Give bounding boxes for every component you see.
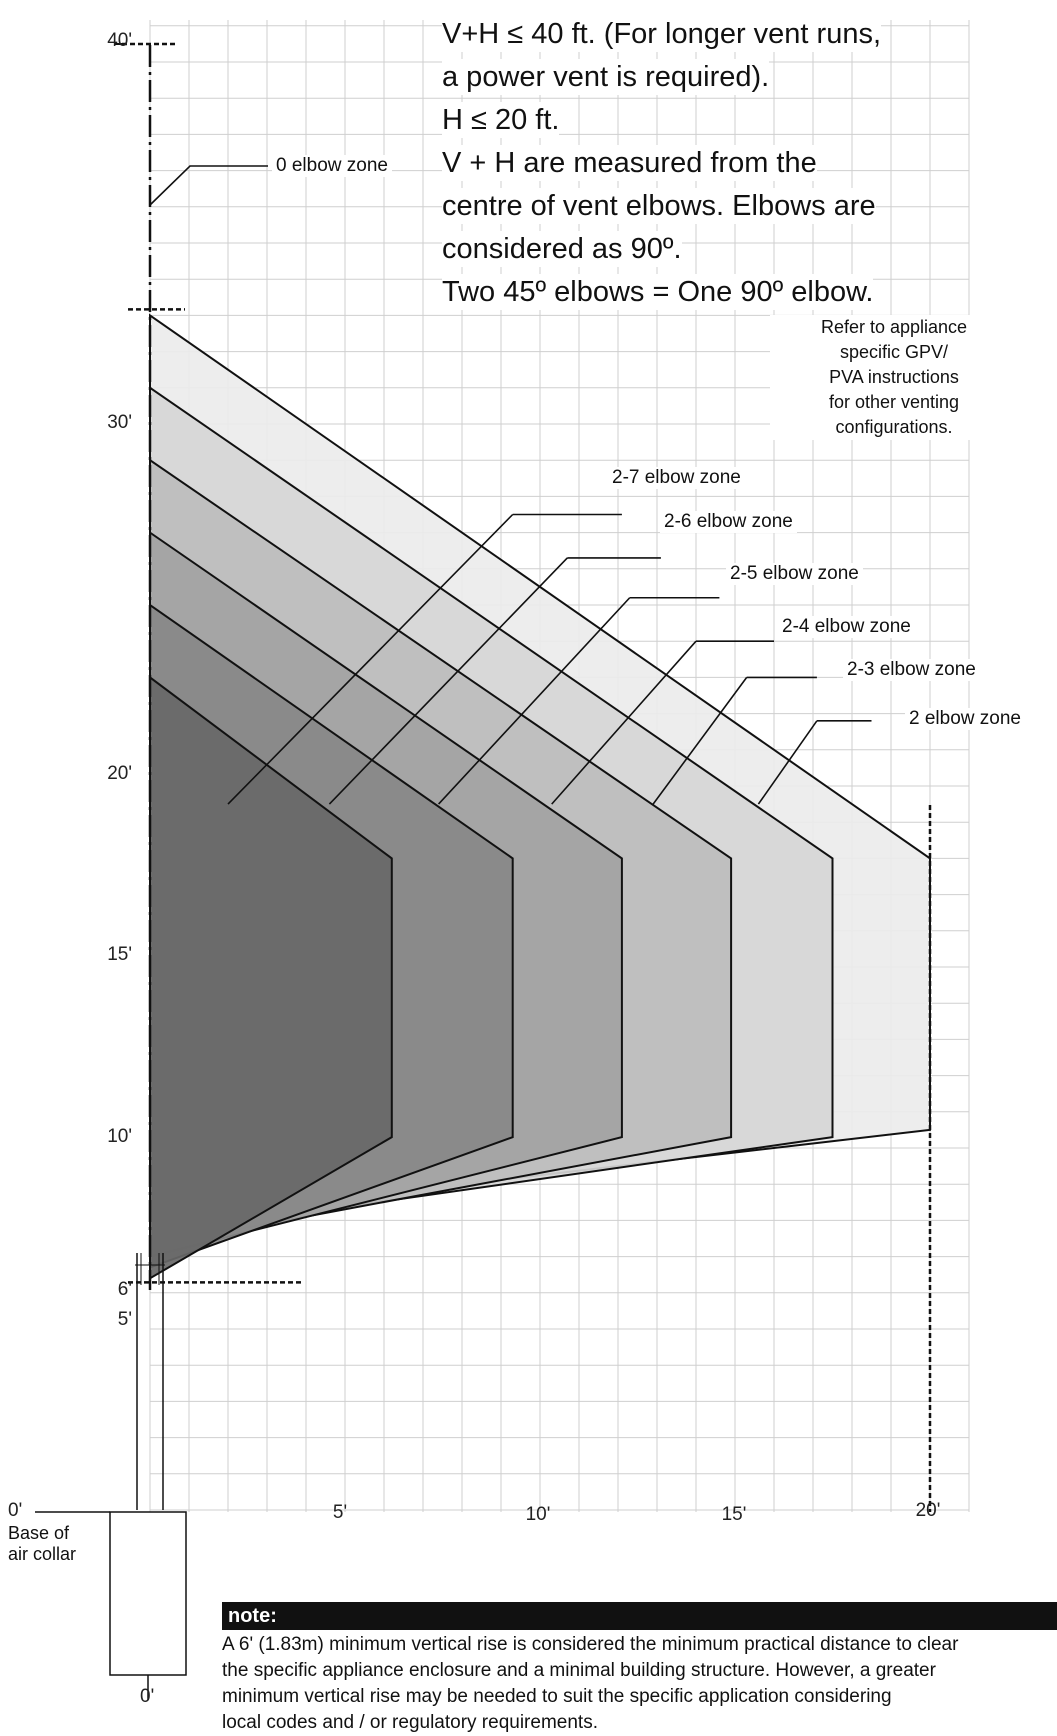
zone-hatch-lines — [227, 513, 872, 805]
y-tick-10: 10' — [107, 1126, 132, 1147]
note-line-2: the specific appliance enclosure and a m… — [222, 1660, 936, 1681]
x-tick-15: 15' — [721, 1504, 747, 1525]
vent-structure — [35, 42, 932, 1700]
note-box: note: A 6' (1.83m) minimum vertical rise… — [222, 1602, 1057, 1736]
elbow-zones — [149, 313, 931, 1281]
refer-note: Refer to appliance specific GPV/ PVA ins… — [770, 315, 1018, 440]
rule-line-6: considered as 90º. — [442, 231, 682, 267]
zone-leader-diagonal — [227, 513, 514, 805]
note-line-1: A 6' (1.83m) minimum vertical rise is co… — [222, 1634, 959, 1655]
zone-leader-diagonal — [652, 676, 748, 805]
zone-leader-diagonal — [438, 597, 631, 805]
note-line-3: minimum vertical rise may be needed to s… — [222, 1686, 892, 1707]
zone-leader-diagonal — [551, 640, 697, 805]
note-body: A 6' (1.83m) minimum vertical rise is co… — [222, 1630, 1057, 1736]
zero-elbow-zone-label: 0 elbow zone — [272, 155, 392, 177]
rule-line-7: Two 45º elbows = One 90º elbow. — [442, 274, 874, 310]
zone-leader-diagonal — [757, 720, 818, 805]
y-tick-40: 40' — [107, 30, 132, 51]
zone-2-4-label: 2-4 elbow zone — [778, 616, 915, 638]
base-label: Base of air collar — [8, 1523, 77, 1564]
zone-2-6-label: 2-6 elbow zone — [660, 511, 797, 533]
leader-lines — [115, 43, 268, 206]
rule-line-4: V + H are measured from the — [442, 145, 817, 181]
origin-y-label: 0' — [8, 1500, 23, 1521]
y-tick-15: 15' — [107, 944, 132, 965]
note-line-4: local codes and / or regulatory requirem… — [222, 1712, 598, 1733]
zone-2-3-label: 2-3 elbow zone — [843, 659, 980, 681]
zero-elbow-leader — [149, 165, 268, 206]
x-tick-20: 20' — [915, 1500, 941, 1521]
air-collar-box — [109, 1511, 187, 1676]
rule-line-5: centre of vent elbows. Elbows are — [442, 188, 876, 224]
y-tick-6: 6' — [117, 1279, 132, 1300]
rule-line-2: a power vent is required). — [442, 59, 770, 95]
rule-line-1: V+H ≤ 40 ft. (For longer vent runs, — [442, 16, 882, 52]
rule-line-3: H ≤ 20 ft. — [442, 102, 560, 138]
origin-x-label: 0' — [140, 1686, 155, 1707]
note-title: note: — [222, 1602, 1057, 1630]
zone-2-7-label: 2-7 elbow zone — [608, 467, 745, 489]
x-tick-5: 5' — [332, 1502, 348, 1523]
y-tick-20: 20' — [107, 763, 132, 784]
y-tick-5: 5' — [117, 1309, 132, 1330]
zone-2-label: 2 elbow zone — [905, 708, 1025, 730]
zone-2-5-label: 2-5 elbow zone — [726, 563, 863, 585]
zone-leader-diagonal — [328, 557, 568, 805]
x-tick-10: 10' — [525, 1504, 551, 1525]
y-tick-30: 30' — [107, 412, 132, 433]
